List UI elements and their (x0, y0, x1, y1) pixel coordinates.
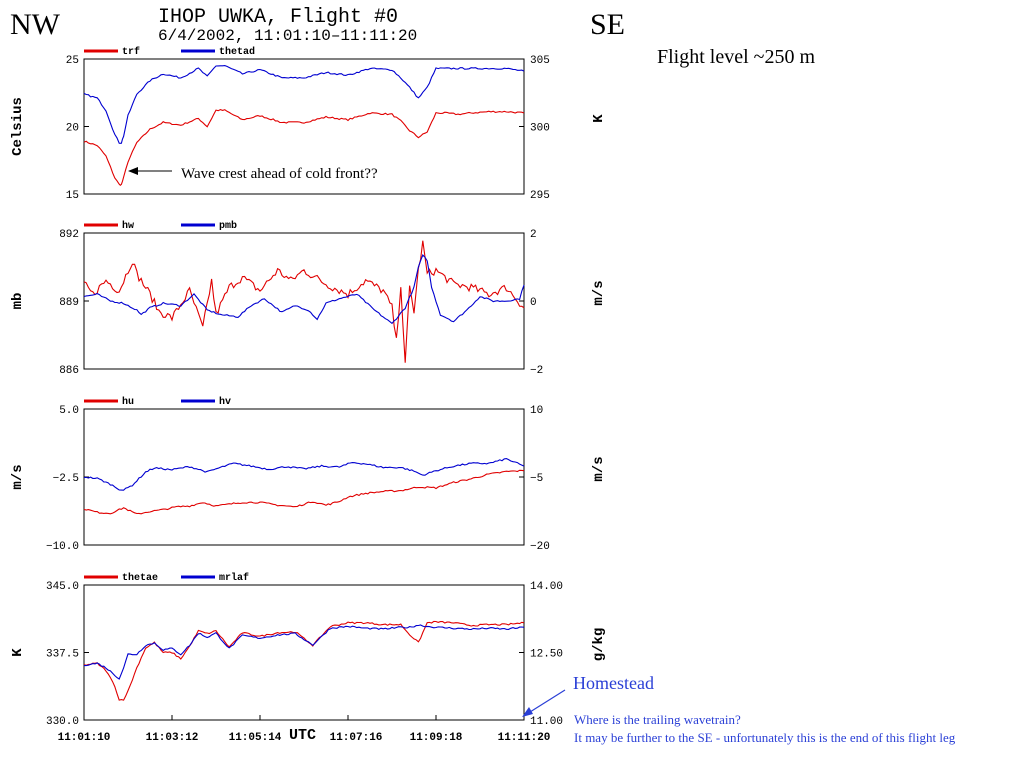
legend-label-pmb: pmb (219, 220, 237, 232)
legend-label-mrlaf: mrlaf (219, 572, 249, 584)
y-axis-right-title: g/kg (591, 628, 607, 662)
chart-subtitle: 6/4/2002, 11:01:10–11:11:20 (158, 27, 418, 45)
series-line-hv (83, 458, 525, 491)
legend-label-hv: hv (219, 396, 231, 408)
right-tick-label: 14.00 (530, 581, 563, 593)
legend-label-thetad: thetad (219, 46, 255, 58)
right-tick-label: −20 (530, 541, 550, 553)
x-tick-label: 11:01:10 (58, 732, 111, 744)
series-line-hw (83, 240, 525, 363)
nw-label: NW (10, 8, 60, 41)
y-axis-right-title: m/s (591, 456, 607, 481)
se-label: SE (590, 8, 626, 41)
left-tick-label: −10.0 (46, 541, 79, 553)
left-tick-label: 15 (66, 190, 79, 202)
series-line-pmb (83, 253, 525, 325)
plot-frame-2 (83, 232, 525, 370)
plot-frame-1 (83, 58, 525, 195)
series-line-thetae (83, 620, 525, 701)
flight-level-note: Flight level ~250 m (657, 46, 816, 68)
x-tick-label: 11:05:14 (229, 732, 282, 744)
chart-title: IHOP UWKA, Flight #0 (158, 6, 399, 29)
right-tick-label: 305 (530, 55, 550, 67)
right-tick-label: 10 (530, 405, 543, 417)
series-line-trf (83, 109, 525, 187)
left-tick-label: −2.5 (53, 473, 79, 485)
left-tick-label: 330.0 (46, 716, 79, 728)
legend-label-trf: trf (122, 46, 140, 58)
homestead-arrow-line (529, 689, 566, 713)
left-tick-label: 889 (59, 297, 79, 309)
legend-label-thetae: thetae (122, 572, 158, 584)
left-tick-label: 25 (66, 55, 79, 67)
homestead-arrow-head (522, 707, 533, 717)
right-tick-label: −5 (530, 473, 543, 485)
series-line-hu (83, 469, 525, 515)
series-line-thetad (83, 65, 525, 144)
series-line-mrlaf (84, 624, 525, 680)
y-axis-right-title: m/s (591, 280, 607, 305)
x-tick-label: 11:11:20 (498, 732, 551, 744)
x-tick-label: 11:03:12 (146, 732, 199, 744)
right-tick-label: 300 (530, 123, 550, 135)
left-tick-label: 20 (66, 123, 79, 135)
right-tick-label: 295 (530, 190, 550, 202)
x-axis-label: UTC (289, 727, 317, 744)
x-tick-label: 11:07:16 (330, 732, 383, 744)
legend-label-hw: hw (122, 220, 134, 232)
y-axis-left-title: Celsius (10, 97, 26, 156)
trailing-note: It may be further to the SE - unfortunat… (574, 730, 956, 745)
left-tick-label: 5.0 (59, 405, 79, 417)
left-tick-label: 892 (59, 229, 79, 241)
y-axis-left-title: mb (10, 293, 26, 310)
homestead-annotation: Homestead (573, 673, 654, 693)
wave-crest-arrow-head (128, 167, 138, 175)
x-tick-label: 11:09:18 (410, 732, 463, 744)
plot-frame-4 (83, 584, 525, 721)
left-tick-label: 345.0 (46, 581, 79, 593)
left-tick-label: 886 (59, 365, 79, 377)
wave-crest-annotation: Wave crest ahead of cold front?? (181, 166, 378, 182)
left-tick-label: 337.5 (46, 649, 79, 661)
trailing-question: Where is the trailing wavetrain? (574, 712, 741, 727)
legend-label-hu: hu (122, 396, 134, 408)
right-tick-label: 0 (530, 297, 537, 309)
right-tick-label: 12.50 (530, 649, 563, 661)
y-axis-right-title: K (591, 114, 607, 123)
y-axis-left-title: m/s (10, 464, 26, 489)
plot-frame-3 (83, 408, 525, 546)
right-tick-label: −2 (530, 365, 543, 377)
right-tick-label: 2 (530, 229, 537, 241)
y-axis-left-title: K (10, 648, 26, 657)
right-tick-label: 11.00 (530, 716, 563, 728)
